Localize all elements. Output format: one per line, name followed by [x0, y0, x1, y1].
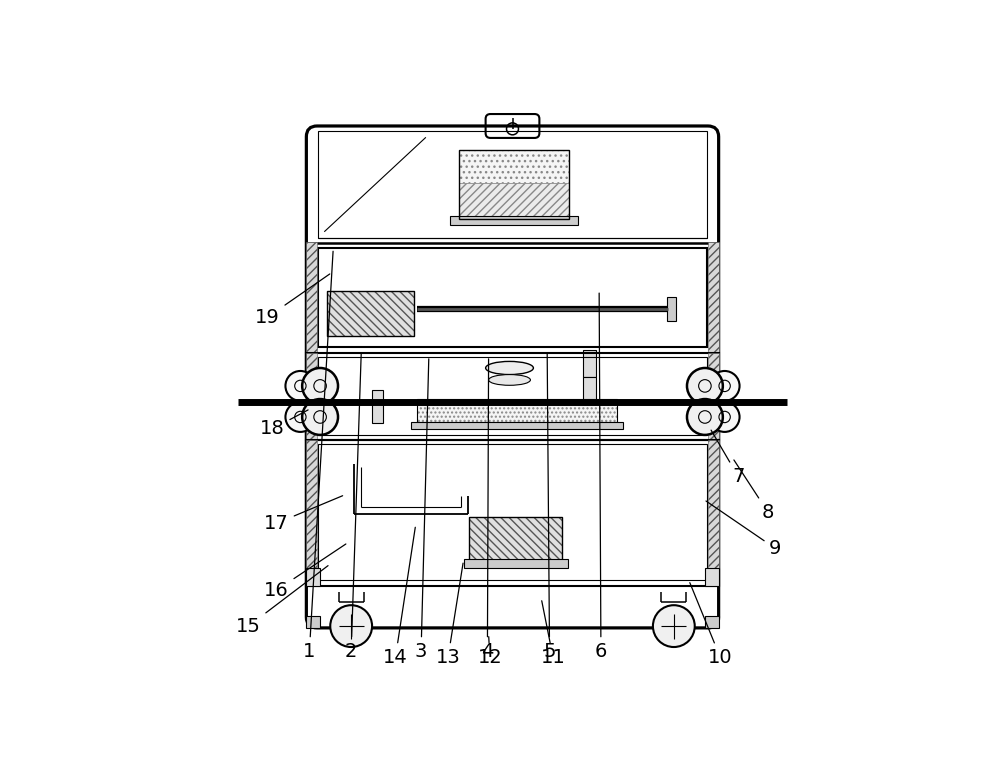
Bar — [469, 518, 562, 562]
Bar — [708, 242, 719, 353]
Text: 11: 11 — [541, 601, 566, 667]
Bar — [417, 399, 617, 422]
Bar — [318, 248, 707, 347]
Bar — [306, 440, 719, 586]
Bar — [318, 357, 707, 435]
Ellipse shape — [489, 375, 530, 386]
Bar — [372, 390, 383, 423]
Text: 7: 7 — [711, 430, 745, 487]
Ellipse shape — [486, 362, 533, 375]
Text: 12: 12 — [477, 636, 502, 667]
Text: 8: 8 — [734, 460, 774, 522]
Circle shape — [710, 371, 740, 401]
Circle shape — [302, 399, 338, 435]
Bar — [459, 150, 569, 183]
Bar — [705, 568, 719, 586]
Text: 16: 16 — [264, 544, 346, 600]
Bar — [306, 568, 320, 586]
Circle shape — [285, 402, 315, 432]
Bar — [327, 292, 414, 336]
Text: 6: 6 — [595, 293, 607, 661]
Bar — [306, 242, 317, 353]
Bar — [667, 297, 676, 321]
Text: 1: 1 — [303, 251, 333, 661]
Text: 19: 19 — [255, 274, 330, 327]
Bar — [318, 444, 707, 580]
Text: 5: 5 — [543, 353, 556, 661]
Text: 14: 14 — [383, 527, 415, 667]
Text: 15: 15 — [236, 566, 328, 636]
Circle shape — [710, 402, 740, 432]
Bar — [708, 440, 719, 586]
Circle shape — [687, 368, 723, 404]
Circle shape — [653, 605, 695, 647]
Bar — [417, 399, 617, 422]
Bar — [708, 353, 719, 440]
Text: 4: 4 — [481, 359, 494, 661]
Circle shape — [330, 605, 372, 647]
Bar — [306, 616, 320, 628]
Text: 10: 10 — [690, 583, 733, 667]
Bar — [705, 616, 719, 628]
Bar — [469, 518, 562, 562]
Circle shape — [302, 368, 338, 404]
Text: 3: 3 — [415, 359, 429, 661]
Bar — [306, 353, 317, 440]
Bar — [583, 377, 596, 404]
Bar — [306, 440, 317, 586]
Bar — [464, 559, 568, 568]
Bar — [583, 350, 596, 377]
Circle shape — [687, 399, 723, 435]
Bar — [411, 422, 623, 429]
Bar — [459, 183, 569, 219]
Text: 18: 18 — [260, 410, 308, 438]
Text: 13: 13 — [436, 563, 463, 667]
Text: 9: 9 — [706, 501, 782, 558]
Bar — [459, 150, 569, 219]
Bar — [318, 131, 707, 237]
Text: 2: 2 — [345, 353, 361, 661]
Bar — [306, 353, 719, 440]
Bar — [450, 216, 578, 224]
Text: 17: 17 — [264, 496, 343, 533]
Bar — [327, 292, 414, 336]
Circle shape — [285, 371, 315, 401]
